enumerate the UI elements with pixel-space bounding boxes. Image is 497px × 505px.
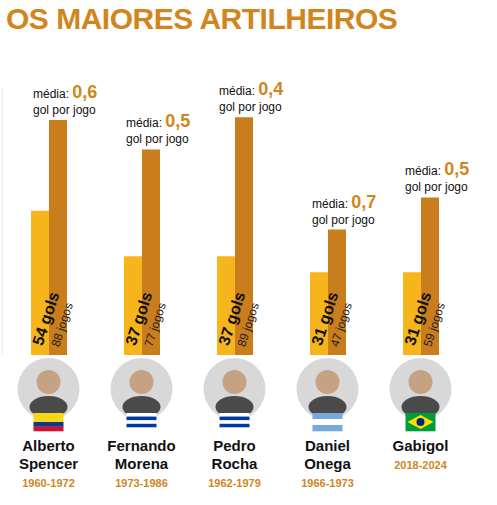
svg-text:Spencer: Spencer	[19, 455, 78, 472]
svg-text:89 jogos: 89 jogos	[235, 301, 262, 348]
svg-text:gol por jogo: gol por jogo	[33, 103, 96, 117]
svg-text:Onega: Onega	[304, 455, 351, 472]
svg-text:média: 0,5: média: 0,5	[405, 159, 469, 179]
html-text:OS MAIORES ARTILHEIROS: OS MAIORES ARTILHEIROS	[6, 2, 398, 35]
svg-text:1973-1986: 1973-1986	[115, 477, 168, 489]
svg-text:média: 0,5: média: 0,5	[126, 111, 190, 131]
svg-text:88 jogos: 88 jogos	[49, 301, 76, 348]
svg-text:1960-1972: 1960-1972	[22, 477, 75, 489]
svg-text:média: 0,4: média: 0,4	[219, 79, 283, 99]
svg-text:Morena: Morena	[115, 455, 169, 472]
svg-text:Daniel: Daniel	[305, 437, 350, 454]
svg-text:1966-1973: 1966-1973	[301, 477, 354, 489]
svg-text:Alberto: Alberto	[22, 437, 75, 454]
svg-text:Fernando: Fernando	[107, 437, 175, 454]
svg-text:77 jogos: 77 jogos	[142, 301, 169, 348]
svg-text:gol por jogo: gol por jogo	[126, 132, 189, 146]
svg-text:1962-1979: 1962-1979	[208, 477, 261, 489]
svg-text:47 jogos: 47 jogos	[328, 301, 355, 348]
svg-text:gol por jogo: gol por jogo	[312, 213, 375, 227]
svg-text:Gabigol: Gabigol	[393, 437, 449, 454]
svg-text:média: 0,6: média: 0,6	[33, 82, 97, 102]
svg-text:gol por jogo: gol por jogo	[219, 100, 282, 114]
svg-text:2018-2024: 2018-2024	[394, 459, 447, 471]
svg-text:31 gols: 31 gols	[308, 289, 342, 348]
svg-text:31 gols: 31 gols	[401, 289, 435, 348]
svg-text:Rocha: Rocha	[212, 455, 259, 472]
svg-text:média: 0,7: média: 0,7	[312, 192, 376, 212]
svg-text:59 jogos: 59 jogos	[421, 301, 448, 348]
svg-text:37 gols: 37 gols	[122, 289, 156, 348]
svg-text:54 gols: 54 gols	[29, 289, 63, 348]
svg-text:37 gols: 37 gols	[215, 289, 249, 348]
svg-text:gol por jogo: gol por jogo	[405, 180, 468, 194]
svg-text:Pedro: Pedro	[213, 437, 256, 454]
